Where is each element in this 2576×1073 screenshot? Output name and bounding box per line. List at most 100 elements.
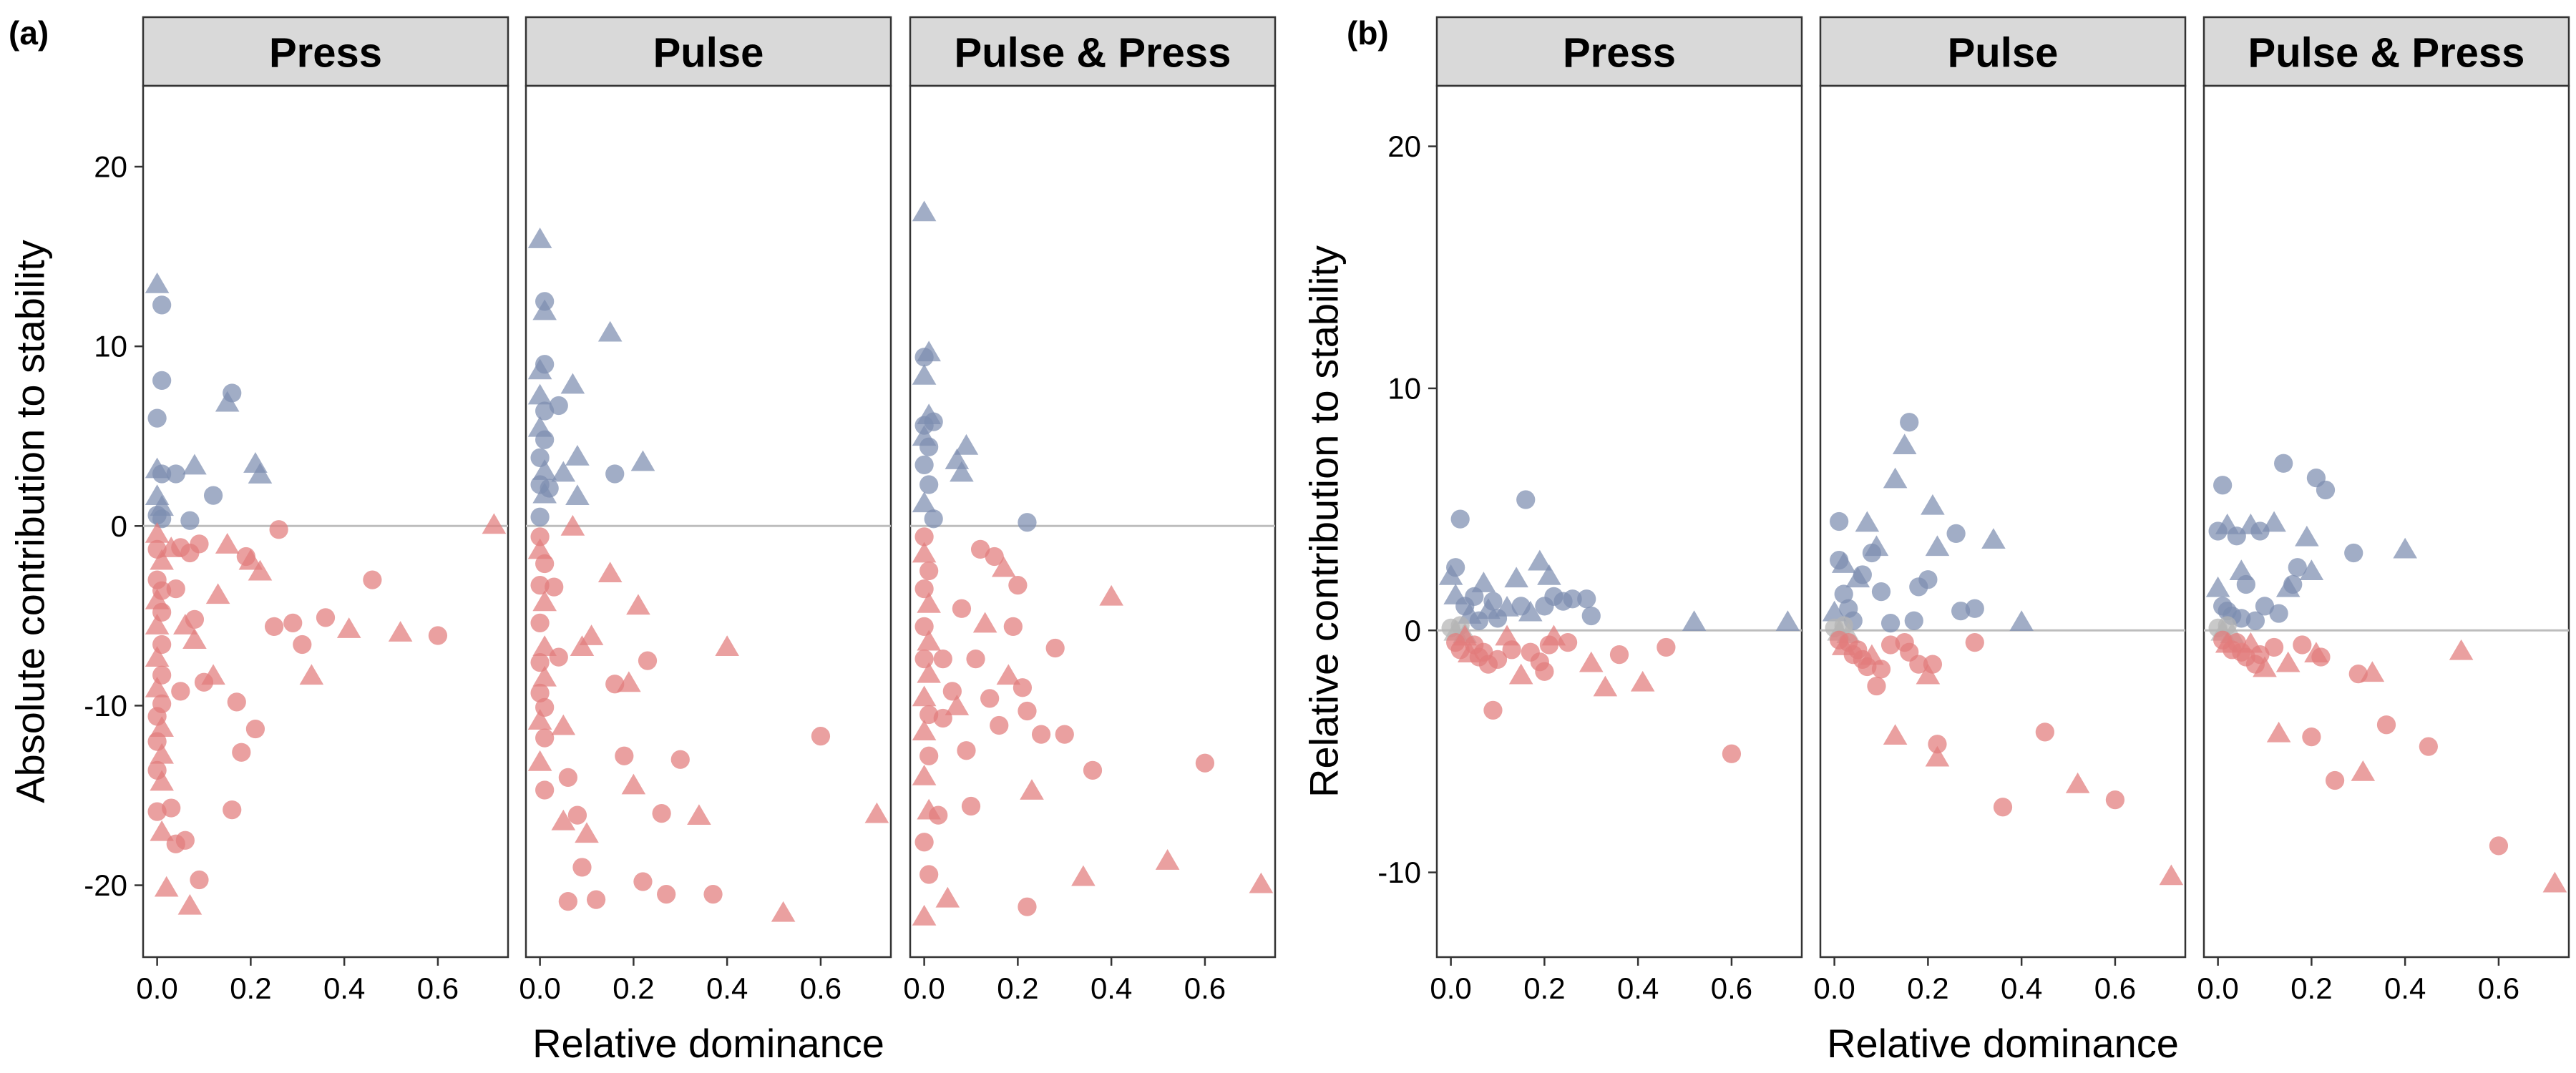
triangle-point	[1579, 651, 1604, 672]
circle-point	[171, 682, 190, 701]
circle-point	[1483, 592, 1503, 611]
circle-point	[914, 649, 934, 669]
circle-point	[1918, 570, 1938, 589]
circle-point	[924, 509, 943, 529]
circle-point	[1446, 558, 1465, 577]
circle-point	[2419, 737, 2438, 756]
circle-point	[924, 412, 943, 431]
x-tick-label: 0.4	[706, 971, 748, 1005]
triangle-point	[2253, 656, 2277, 677]
circle-point	[670, 750, 690, 769]
circle-point	[190, 870, 209, 890]
circle-point	[2255, 597, 2275, 616]
x-tick-label: 0.2	[997, 971, 1038, 1005]
circle-point	[633, 872, 653, 891]
circle-point	[957, 741, 976, 760]
circle-point	[162, 798, 181, 818]
triangle-point	[570, 635, 595, 656]
circle-point	[1993, 798, 2013, 817]
triangle-point	[1528, 549, 1552, 571]
y-tick-label: 0	[111, 509, 127, 543]
points	[527, 227, 889, 922]
circle-point	[175, 831, 195, 850]
x-tick-label: 0.6	[800, 971, 841, 1005]
circle-point	[558, 768, 577, 787]
plot-frame	[909, 84, 1277, 959]
circle-point	[147, 802, 167, 821]
circle-point	[1867, 676, 1886, 696]
triangle-point	[201, 664, 225, 685]
triangle-point	[551, 461, 576, 482]
triangle-point	[912, 200, 937, 222]
triangle-point	[912, 491, 937, 513]
circle-point	[1577, 589, 1596, 609]
facet-title: Press	[269, 30, 382, 77]
x-tick-label: 0.2	[1907, 971, 1948, 1005]
triangle-point	[182, 628, 207, 649]
circle-point	[914, 833, 934, 852]
circle-point	[914, 348, 934, 367]
triangle-point	[912, 720, 937, 741]
circle-point	[1965, 599, 1984, 618]
circle-point	[919, 705, 939, 725]
triangle-point	[388, 621, 413, 642]
triangle-point	[1883, 724, 1908, 745]
facet-title: Pulse	[1948, 30, 2059, 77]
triangle-point	[532, 459, 557, 480]
circle-point	[919, 865, 939, 884]
triangle-point	[2542, 871, 2567, 893]
circle-point	[227, 692, 246, 712]
triangle-point	[912, 542, 937, 563]
triangle-point	[2299, 559, 2324, 580]
circle-point	[530, 683, 550, 702]
circle-point	[2250, 521, 2270, 541]
triangle-point	[2009, 610, 2034, 632]
circle-point	[1609, 645, 1629, 665]
facet-strip	[2202, 16, 2570, 87]
triangle-point	[2159, 864, 2184, 886]
circle-point	[535, 780, 555, 800]
triangle-point	[154, 876, 179, 897]
chart-b: (b) Relative contribution to stability 20 1…	[1302, 14, 2570, 1066]
triangle-point	[551, 714, 576, 735]
y-tick-label: 10	[1387, 371, 1421, 405]
y-tick-label: -20	[84, 868, 127, 902]
facet-strip	[525, 16, 892, 87]
facet-press: Press 0.0 0.2 0.4 0.6	[136, 16, 509, 1005]
triangle-point	[996, 664, 1021, 685]
triangle-point	[1504, 567, 1528, 588]
triangle-point	[1071, 865, 1096, 886]
triangle-point	[912, 685, 937, 707]
y-tick-label: 10	[94, 330, 127, 363]
circle-point	[1488, 650, 1508, 669]
circle-point	[152, 371, 172, 390]
triangle-point	[945, 695, 970, 715]
triangle-point	[1471, 572, 1496, 592]
circle-point	[952, 599, 972, 618]
circle-point	[147, 408, 167, 428]
circle-point	[530, 576, 550, 595]
triangle-point	[1593, 675, 1618, 697]
facet-strip	[142, 16, 509, 87]
circle-point	[1923, 655, 1943, 674]
triangle-point	[527, 709, 552, 730]
circle-point	[1483, 700, 1503, 720]
circle-point	[152, 509, 172, 529]
triangle-point	[2266, 721, 2291, 743]
y-tick-label: -10	[84, 689, 127, 722]
triangle-point	[1921, 494, 1945, 515]
triangle-point	[215, 391, 240, 412]
circle-point	[530, 653, 550, 672]
triangle-point	[532, 590, 557, 612]
y-tick-label: 20	[94, 150, 127, 184]
circle-point	[530, 527, 550, 547]
circle-point	[970, 539, 990, 559]
circle-point	[1830, 511, 1849, 531]
triangle-point	[527, 538, 552, 559]
triangle-point	[150, 716, 174, 738]
facet-pulse: Pulse 0.0 0.2 0.4 0.6	[519, 16, 892, 1005]
points	[1438, 490, 1800, 763]
triangle-point	[551, 809, 576, 831]
triangle-point	[972, 612, 997, 633]
triangle-point	[715, 635, 739, 656]
